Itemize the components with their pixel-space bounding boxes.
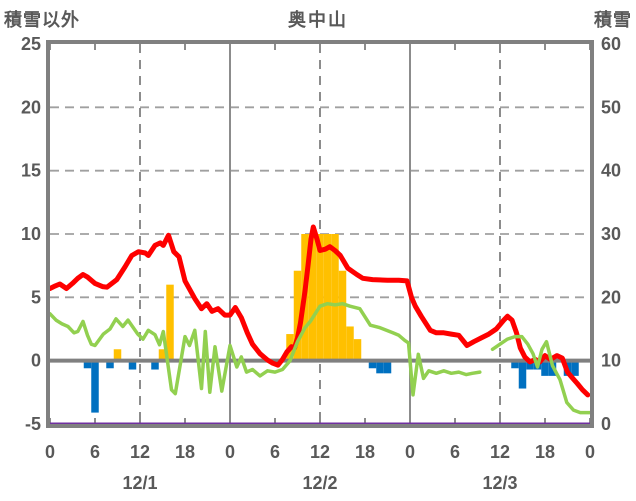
left-axis-title: 積雪以外 xyxy=(4,10,80,30)
blue-bars-bar xyxy=(383,360,392,374)
plot-border xyxy=(46,40,594,428)
chart-title: 奥中山 xyxy=(288,10,348,30)
left-axis-tick-label: 15 xyxy=(21,161,41,181)
right-axis-tick-label: 40 xyxy=(601,161,621,181)
orange-bars-bar xyxy=(316,234,324,361)
blue-bars-bar xyxy=(91,360,99,413)
date-label: 12/1 xyxy=(122,473,157,493)
blue-bars-bar xyxy=(571,360,579,376)
blue-bars-bar xyxy=(151,360,159,370)
blue-bars-bar xyxy=(368,360,377,369)
x-hour-label: 12 xyxy=(490,442,510,462)
right-axis-tick-label: 50 xyxy=(601,97,621,117)
blue-bars-bar xyxy=(541,360,549,376)
blue-bars-bar xyxy=(83,360,92,369)
x-hour-label: 18 xyxy=(535,442,555,462)
orange-bars-bar xyxy=(113,349,122,361)
orange-bars-bar xyxy=(353,339,362,361)
x-hour-label: 0 xyxy=(45,442,55,462)
x-hour-label: 6 xyxy=(270,442,280,462)
green-line xyxy=(48,301,482,397)
blue-bars-bar xyxy=(526,360,534,370)
x-hour-label: 18 xyxy=(175,442,195,462)
blue-bars-bar xyxy=(518,360,527,389)
orange-bars-bar xyxy=(338,270,347,361)
x-hour-label: 0 xyxy=(585,442,595,462)
right-axis-tick-label: 20 xyxy=(601,287,621,307)
x-hour-label: 12 xyxy=(130,442,150,462)
orange-bars-bar xyxy=(308,234,317,361)
right-axis-tick-label: 60 xyxy=(601,34,621,54)
orange-bars-bar xyxy=(331,234,339,361)
blue-bars-bar xyxy=(511,360,519,369)
left-axis-tick-label: -5 xyxy=(25,414,41,434)
orange-bars-bar xyxy=(158,349,167,361)
left-axis-tick-label: 20 xyxy=(21,97,41,117)
green-line xyxy=(490,334,592,415)
left-axis-tick-label: 5 xyxy=(31,287,41,307)
x-hour-label: 6 xyxy=(450,442,460,462)
right-axis-title: 積雪 xyxy=(594,10,632,30)
right-axis-tick-label: 30 xyxy=(601,224,621,244)
right-axis-tick-label: 0 xyxy=(601,414,611,434)
date-label: 12/2 xyxy=(302,473,337,493)
x-hour-label: 0 xyxy=(225,442,235,462)
red-line xyxy=(47,224,591,398)
blue-bars-bar xyxy=(376,360,384,374)
blue-bars-bar xyxy=(128,360,137,370)
x-hour-label: 6 xyxy=(90,442,100,462)
left-axis-tick-label: 25 xyxy=(21,34,41,54)
left-axis-tick-label: 10 xyxy=(21,224,41,244)
orange-bars-bar xyxy=(323,234,332,361)
x-hour-label: 0 xyxy=(405,442,415,462)
left-axis-tick-label: 0 xyxy=(31,351,41,371)
date-label: 12/3 xyxy=(482,473,517,493)
orange-bars-bar xyxy=(346,326,354,361)
orange-bars-bar xyxy=(293,270,302,361)
x-hour-label: 12 xyxy=(310,442,330,462)
right-axis-tick-label: 10 xyxy=(601,351,621,371)
x-hour-label: 18 xyxy=(355,442,375,462)
blue-bars-bar xyxy=(106,360,114,369)
orange-bars-bar xyxy=(166,284,174,361)
